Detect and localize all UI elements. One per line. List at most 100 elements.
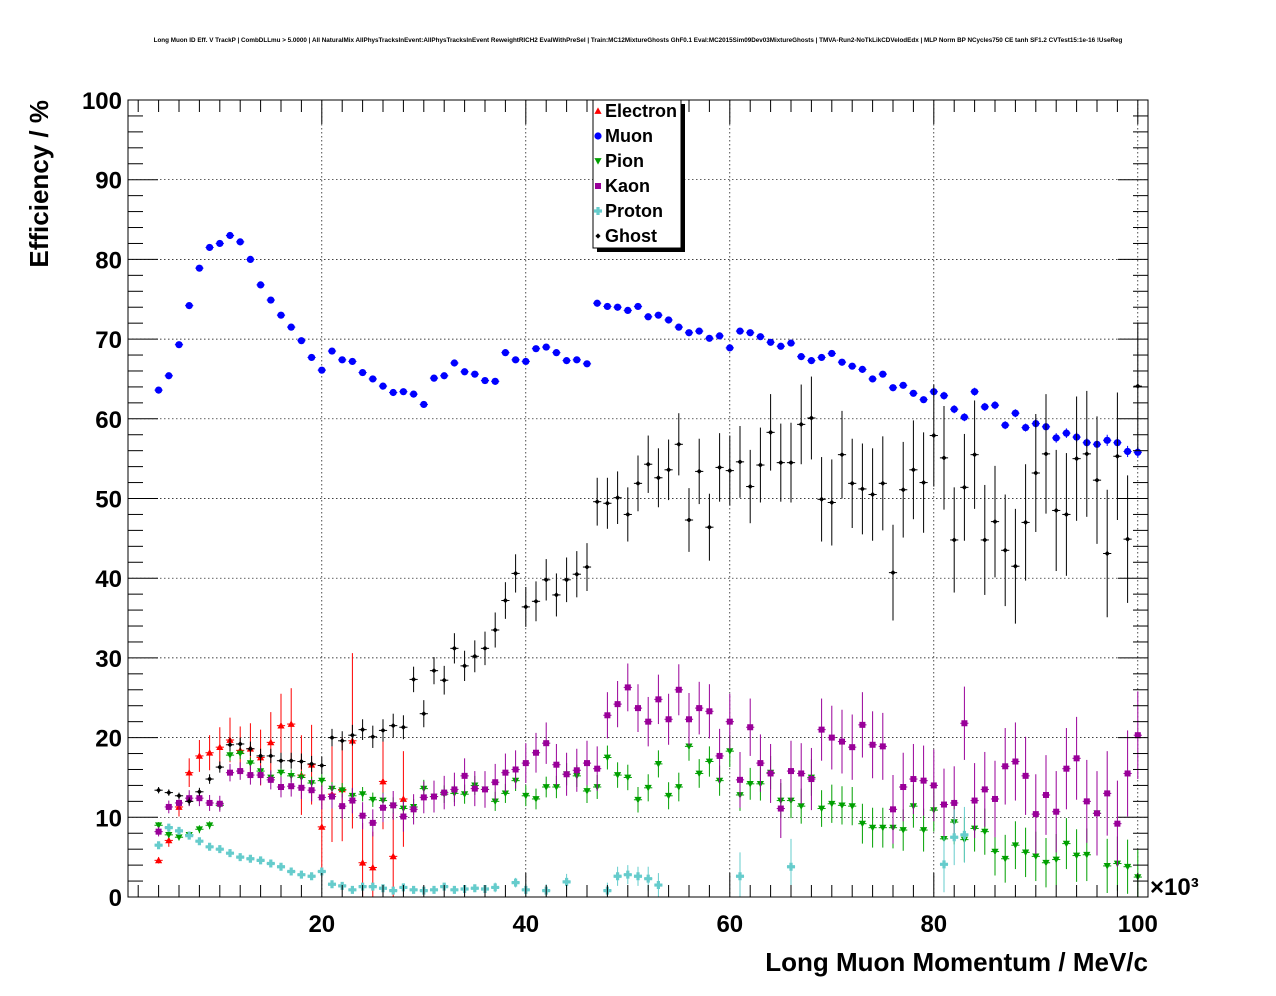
y-axis-label: Efficiency / % [24, 100, 54, 268]
proton-point [266, 859, 275, 868]
muon-point [756, 333, 765, 341]
ghost-point [676, 441, 682, 447]
muon-point [165, 372, 173, 380]
kaon-point [951, 799, 958, 806]
electron-point [216, 743, 224, 751]
kaon-point [686, 716, 692, 723]
kaon-point [553, 761, 560, 768]
kaon-point [849, 744, 856, 751]
ghost-point [645, 461, 651, 467]
kaon-point [533, 749, 539, 756]
proton-point [450, 885, 459, 894]
ghost-point [890, 570, 896, 576]
proton-point [154, 841, 163, 850]
muon-point [461, 368, 469, 376]
ghost-point [768, 429, 774, 435]
muon-point [828, 349, 836, 358]
proton-point [950, 833, 959, 842]
proton-point [226, 849, 234, 858]
muon-point [889, 384, 897, 392]
kaon-point [441, 789, 448, 796]
pion-point [359, 791, 367, 798]
muon-point [226, 231, 234, 240]
ghost-point [564, 577, 570, 583]
ghost-point [421, 711, 427, 717]
muon-point [195, 264, 203, 272]
kaon-point [818, 726, 825, 733]
legend-label-proton: Proton [605, 201, 663, 221]
muon-point [675, 323, 683, 331]
kaon-point [227, 769, 233, 776]
proton-point [307, 872, 316, 881]
y-tick-label: 0 [109, 885, 122, 912]
muon-point [532, 345, 540, 353]
kaon-point [288, 783, 295, 790]
electron-point [155, 856, 163, 864]
kaon-point [451, 786, 458, 793]
ghost-point [706, 524, 712, 530]
x-tick-label: 20 [308, 911, 335, 938]
ghost-point [237, 741, 243, 747]
ghost-point [186, 798, 192, 804]
muon-point [522, 357, 530, 366]
kaon-point [828, 734, 835, 741]
proton-point [654, 881, 663, 890]
pion-point [165, 831, 173, 839]
muon-point [858, 365, 867, 373]
muon-point [563, 357, 571, 365]
ghost-point [839, 452, 845, 458]
ghost-point [931, 432, 937, 439]
ghost-point [655, 475, 661, 481]
ghost-point [339, 738, 345, 744]
muon-point [1011, 409, 1020, 417]
pion-point [1124, 863, 1132, 871]
ghost-point [1074, 456, 1080, 462]
muon-point [511, 356, 520, 364]
ghost-point [778, 460, 784, 466]
ghost-point [717, 464, 723, 471]
ghost-point [543, 577, 549, 583]
kaon-point [400, 813, 407, 820]
muon-point [767, 338, 775, 346]
muon-point [175, 341, 183, 349]
muon-point [746, 329, 754, 337]
ghost-point [360, 727, 366, 733]
ghost-point [615, 495, 621, 501]
x-tick-label: 40 [512, 911, 539, 938]
y-tick-label: 70 [95, 327, 122, 354]
muon-point [328, 347, 336, 355]
legend-marker-kaon [595, 183, 601, 189]
kaon-point [1134, 732, 1141, 739]
ghost-point [390, 723, 396, 729]
ghost-point [217, 764, 223, 770]
kaon-point [594, 765, 601, 772]
pion-point [583, 788, 591, 795]
legend-marker-ghost [595, 233, 601, 239]
ghost-point [288, 758, 294, 764]
ghost-point [666, 467, 672, 473]
proton-point [348, 885, 357, 894]
legend-label-electron: Electron [605, 101, 677, 121]
electron-point [379, 777, 387, 785]
kaon-point [930, 782, 937, 789]
muon-point [960, 413, 969, 421]
muon-point [573, 356, 581, 364]
ghost-point [1104, 550, 1110, 557]
proton-point [317, 867, 326, 876]
legend-label-ghost: Ghost [605, 226, 657, 246]
ghost-point [747, 483, 753, 490]
kaon-point [624, 684, 631, 691]
kaon-point [706, 708, 713, 715]
pion-point [695, 770, 703, 778]
muon-point [420, 400, 428, 409]
kaon-point [492, 779, 499, 786]
muon-point [379, 382, 387, 390]
kaon-point [543, 740, 550, 747]
kaon-point [1104, 790, 1111, 797]
ghost-point [156, 787, 162, 793]
ghost-point [972, 452, 978, 458]
muon-point [685, 329, 693, 337]
ghost-point [523, 604, 529, 610]
x-tick-label: 80 [920, 911, 947, 938]
pion-point [1011, 842, 1019, 849]
